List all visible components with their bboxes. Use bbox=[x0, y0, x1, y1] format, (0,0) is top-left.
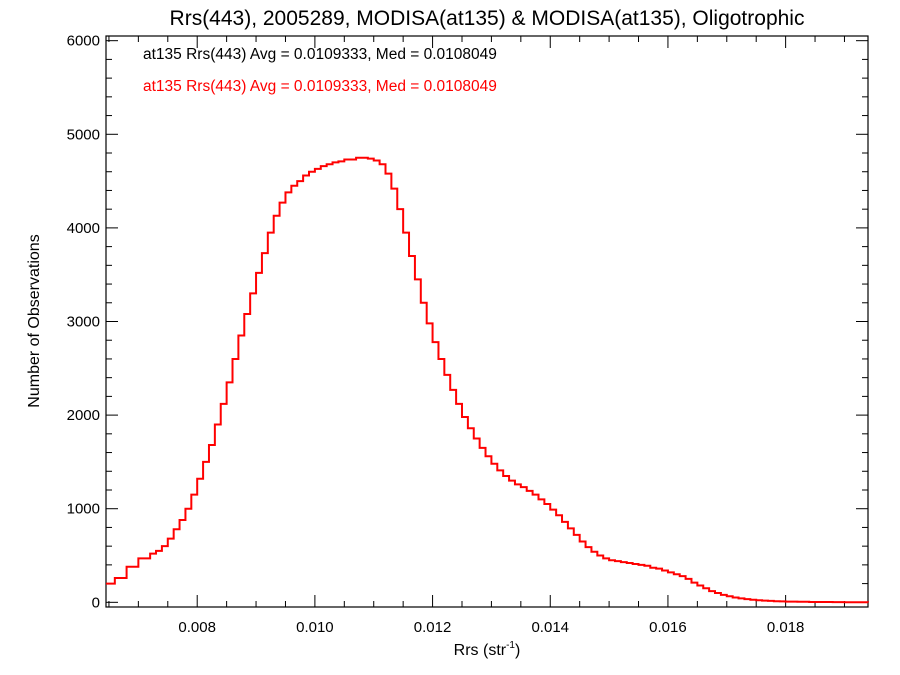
x-axis-label-superscript: -1 bbox=[506, 640, 515, 651]
y-tick-label: 3000 bbox=[67, 314, 100, 331]
y-tick-label: 2000 bbox=[67, 407, 100, 424]
y-tick-label: 5000 bbox=[67, 126, 100, 143]
x-axis-ticks: 0.008 0.010 0.012 0.014 0.016 0.018 bbox=[108, 36, 845, 636]
y-tick-label: 6000 bbox=[67, 33, 100, 50]
x-axis-label-text: Rrs (str bbox=[454, 642, 507, 659]
histogram-series-line bbox=[106, 156, 869, 604]
x-tick-label: 0.008 bbox=[178, 619, 216, 636]
x-tick-label: 0.014 bbox=[531, 619, 569, 636]
y-axis-ticks: 0 1000 2000 3000 4000 5000 6000 bbox=[67, 33, 868, 611]
x-axis-label: Rrs (str-1) bbox=[454, 640, 521, 659]
x-tick-label: 0.010 bbox=[296, 619, 334, 636]
y-axis-label: Number of Observations bbox=[26, 234, 43, 407]
chart-title: Rrs(443), 2005289, MODISA(at135) & MODIS… bbox=[170, 7, 805, 30]
annotation-black: at135 Rrs(443) Avg = 0.0109333, Med = 0.… bbox=[143, 46, 497, 63]
y-tick-label: 1000 bbox=[67, 501, 100, 518]
series-group bbox=[106, 156, 869, 604]
x-tick-label: 0.018 bbox=[767, 619, 805, 636]
y-tick-label: 0 bbox=[92, 594, 100, 611]
annotation-red: at135 Rrs(443) Avg = 0.0109333, Med = 0.… bbox=[143, 78, 497, 95]
x-tick-label: 0.016 bbox=[649, 619, 687, 636]
plot-frame bbox=[105, 35, 869, 608]
x-axis-label-end: ) bbox=[515, 642, 520, 659]
x-tick-label: 0.012 bbox=[414, 619, 452, 636]
y-tick-label: 4000 bbox=[67, 220, 100, 237]
